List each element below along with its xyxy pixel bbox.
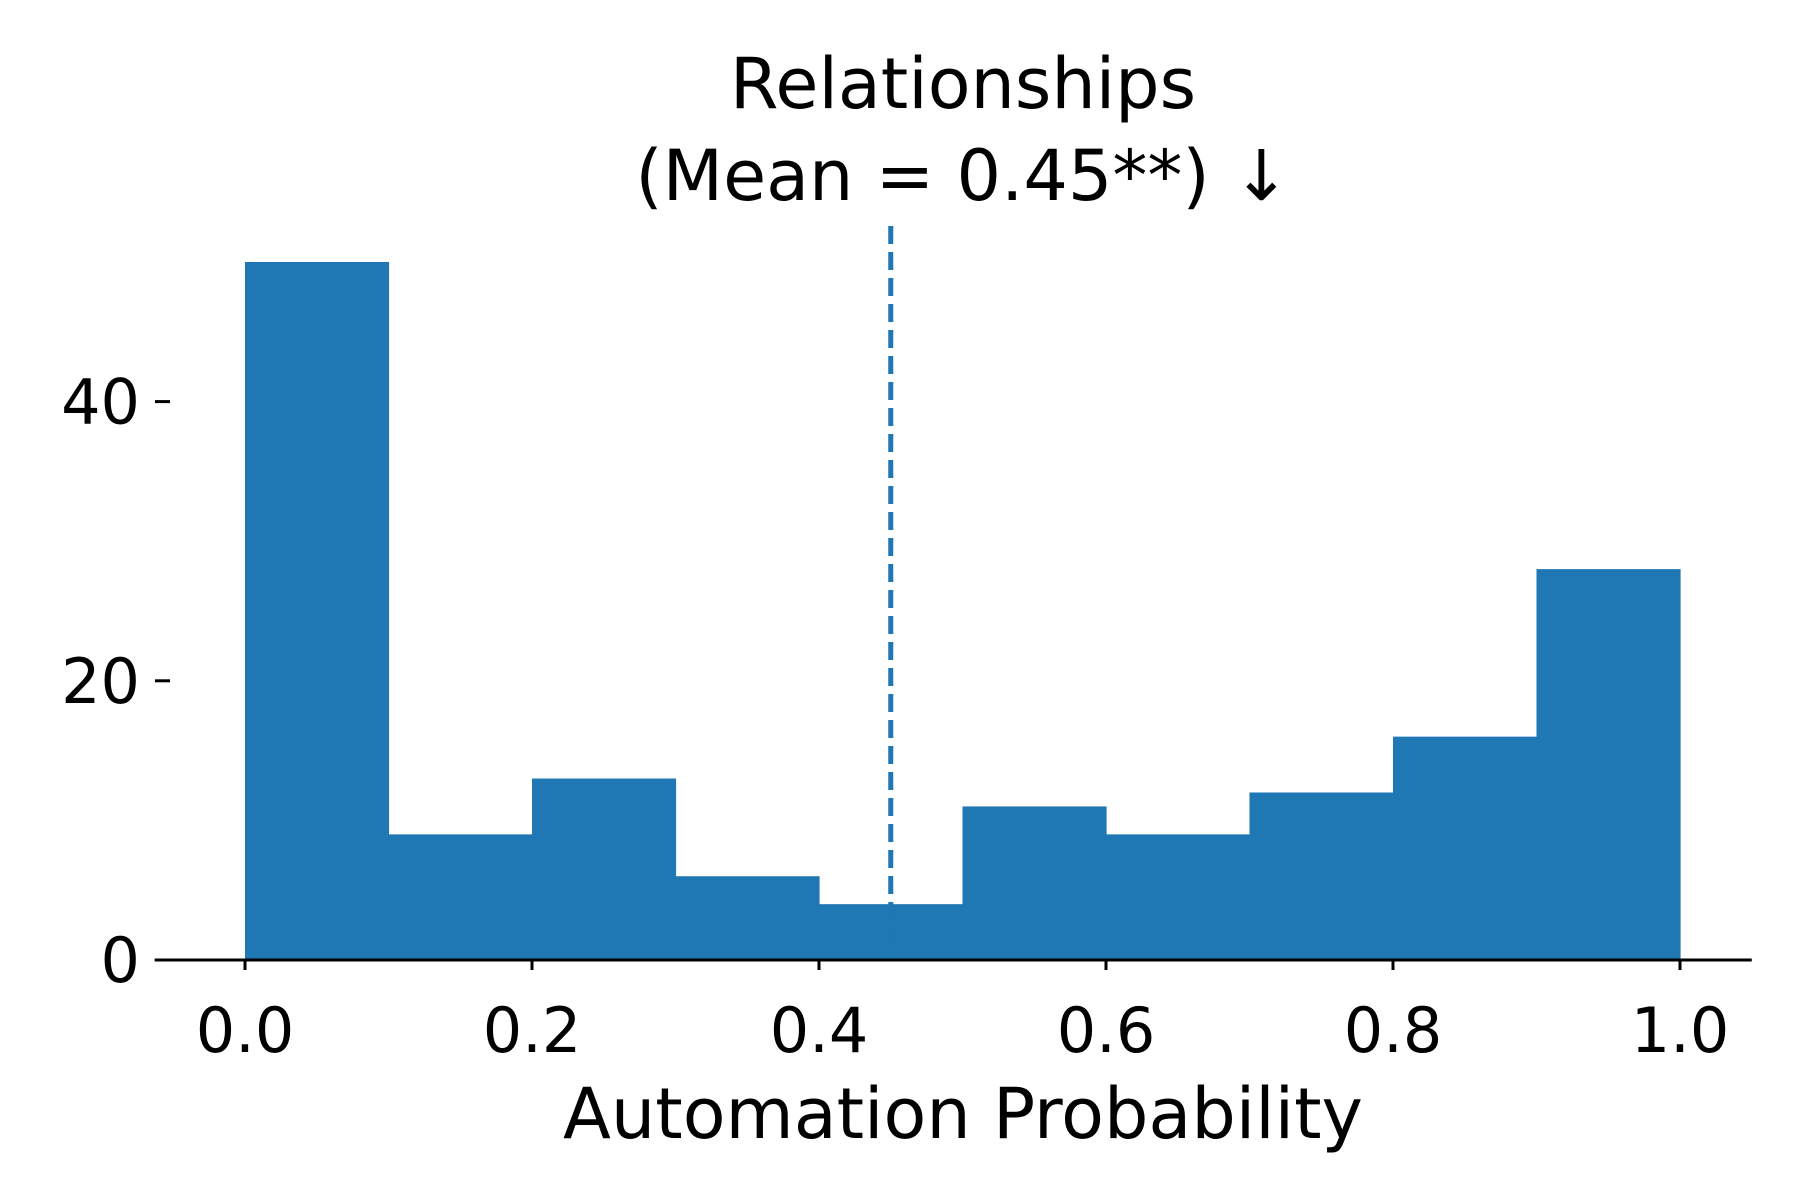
x-tick-label: 0.0 (196, 994, 295, 1067)
histogram-bar (388, 834, 533, 960)
x-axis: 0.0 0.2 0.4 0.6 0.8 1.0 (154, 958, 1752, 1067)
histogram-bar (1536, 569, 1681, 960)
y-tick-label: 0 (101, 924, 140, 997)
x-tick-label: 0.4 (770, 994, 869, 1067)
histogram-bar (675, 876, 820, 960)
bar-group (245, 262, 1681, 960)
chart-title: Relationships (730, 43, 1196, 125)
histogram-bar (962, 806, 1107, 960)
y-tick-label: 20 (61, 645, 140, 718)
histogram-bar (1249, 792, 1394, 960)
y-axis: 0 20 40 (61, 366, 170, 997)
x-tick-label: 0.2 (483, 994, 582, 1067)
histogram-bar (532, 778, 677, 960)
x-axis-label: Automation Probability (563, 1073, 1363, 1155)
histogram-bar (1106, 834, 1251, 960)
x-tick-label: 0.8 (1344, 994, 1443, 1067)
x-tick-label: 0.6 (1057, 994, 1156, 1067)
x-tick-label: 1.0 (1631, 994, 1730, 1067)
histogram-bar (245, 262, 390, 960)
chart-subtitle: (Mean = 0.45**) ↓ (635, 135, 1290, 217)
y-tick-label: 40 (61, 366, 140, 439)
histogram-bar (1393, 736, 1538, 960)
